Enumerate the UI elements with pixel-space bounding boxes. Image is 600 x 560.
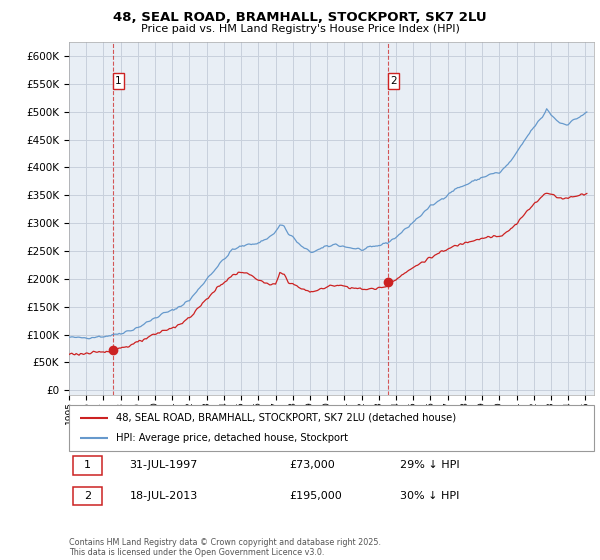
Text: 2: 2 — [390, 76, 397, 86]
Text: 1: 1 — [84, 460, 91, 470]
Text: 31-JUL-1997: 31-JUL-1997 — [130, 460, 198, 470]
Text: HPI: Average price, detached house, Stockport: HPI: Average price, detached house, Stoc… — [116, 433, 348, 443]
Text: 29% ↓ HPI: 29% ↓ HPI — [400, 460, 460, 470]
Text: £73,000: £73,000 — [290, 460, 335, 470]
Text: 18-JUL-2013: 18-JUL-2013 — [130, 491, 197, 501]
Text: 48, SEAL ROAD, BRAMHALL, STOCKPORT, SK7 2LU (detached house): 48, SEAL ROAD, BRAMHALL, STOCKPORT, SK7 … — [116, 413, 457, 423]
Bar — [73, 487, 102, 505]
Text: Contains HM Land Registry data © Crown copyright and database right 2025.
This d: Contains HM Land Registry data © Crown c… — [69, 538, 381, 557]
Text: Price paid vs. HM Land Registry's House Price Index (HPI): Price paid vs. HM Land Registry's House … — [140, 24, 460, 34]
Text: 30% ↓ HPI: 30% ↓ HPI — [400, 491, 459, 501]
Text: 2: 2 — [84, 491, 91, 501]
Text: 1: 1 — [115, 76, 122, 86]
Bar — [73, 456, 102, 475]
Text: 48, SEAL ROAD, BRAMHALL, STOCKPORT, SK7 2LU: 48, SEAL ROAD, BRAMHALL, STOCKPORT, SK7 … — [113, 11, 487, 24]
Text: £195,000: £195,000 — [290, 491, 342, 501]
